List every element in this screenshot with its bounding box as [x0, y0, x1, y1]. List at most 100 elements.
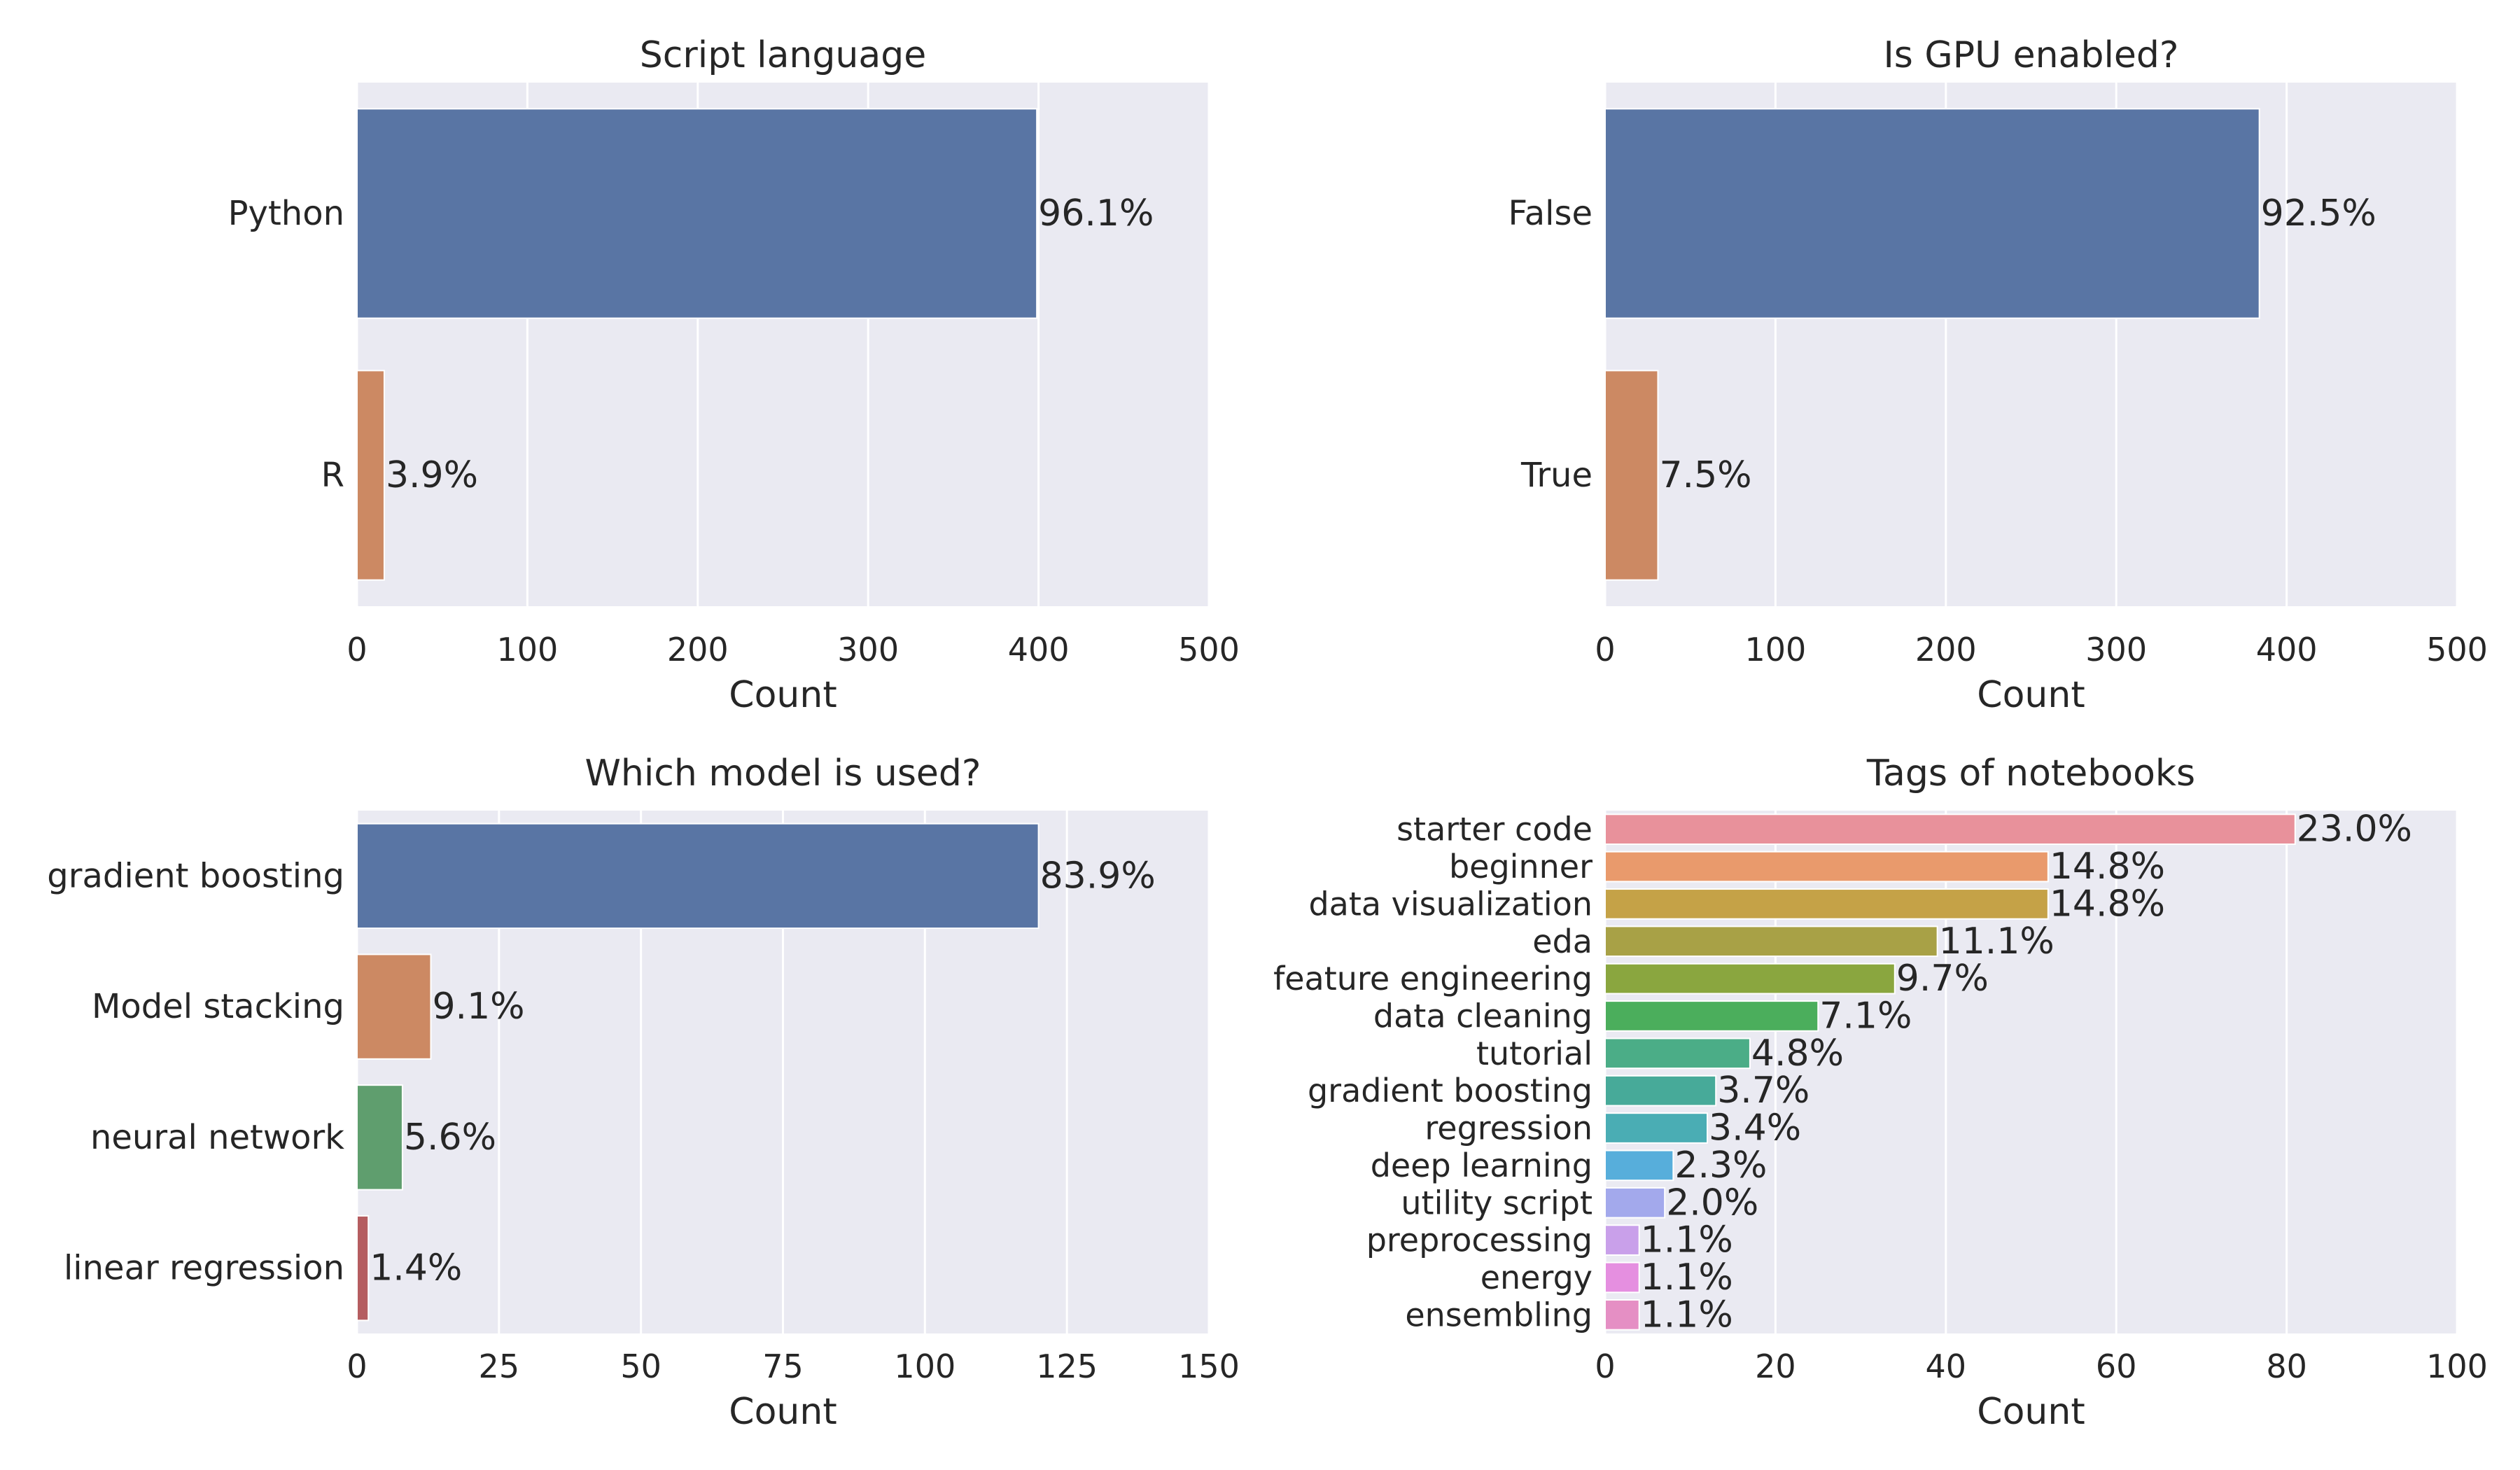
x-tick-label: 500 — [2426, 631, 2488, 668]
x-tick-label: 40 — [1926, 1348, 1967, 1385]
x-tick-label: 0 — [1595, 631, 1615, 668]
bar — [1604, 1112, 1709, 1144]
x-axis-label: Count — [1977, 1391, 2085, 1433]
category-label: R — [321, 456, 344, 495]
data-label: 3.4% — [1709, 1107, 1801, 1149]
category-label: neural network — [90, 1118, 344, 1157]
bar — [1604, 370, 1659, 581]
bar — [1604, 108, 2260, 319]
category-label: deep learning — [1371, 1147, 1592, 1184]
x-tick-label: 75 — [762, 1348, 804, 1385]
category-label: ensembling — [1405, 1296, 1592, 1334]
x-tick-label: 60 — [2096, 1348, 2137, 1385]
category-label: False — [1508, 194, 1593, 233]
category-label: feature engineering — [1273, 960, 1592, 997]
bar — [1604, 1037, 1751, 1070]
data-label: 14.8% — [2050, 846, 2165, 888]
data-label: 7.5% — [1659, 454, 1751, 496]
bar — [1604, 1149, 1674, 1182]
x-tick-label: 200 — [1915, 631, 1977, 668]
bar — [356, 1214, 370, 1322]
x-tick-label: 100 — [2426, 1348, 2488, 1385]
category-label: Model stacking — [92, 987, 344, 1026]
category-label: preprocessing — [1366, 1222, 1592, 1259]
data-label: 4.8% — [1751, 1032, 1844, 1074]
category-label: beginner — [1449, 848, 1592, 886]
x-tick-label: 150 — [1178, 1348, 1240, 1385]
x-tick-label: 0 — [346, 1348, 367, 1385]
bar — [1604, 925, 1938, 958]
data-label: 96.1% — [1038, 192, 1154, 234]
chart-title: Script language — [640, 34, 926, 76]
data-label: 3.9% — [386, 454, 478, 496]
data-label: 5.6% — [404, 1116, 496, 1158]
data-label: 11.1% — [1939, 920, 2054, 962]
x-tick-label: 500 — [1178, 631, 1240, 668]
category-label: data visualization — [1308, 885, 1592, 923]
data-label: 9.1% — [432, 986, 524, 1028]
bar — [356, 822, 1040, 930]
data-label: 83.9% — [1040, 855, 1156, 897]
data-label: 3.7% — [1717, 1070, 1809, 1112]
bar — [1604, 813, 2296, 846]
data-label: 7.1% — [1819, 995, 1912, 1037]
category-label: tutorial — [1476, 1035, 1592, 1072]
data-label: 1.1% — [1641, 1219, 1733, 1261]
x-tick-label: 400 — [1008, 631, 1070, 668]
chart-title: Tags of notebooks — [1866, 752, 2195, 794]
category-label: True — [1520, 456, 1592, 495]
x-axis-label: Count — [729, 1391, 836, 1433]
x-tick-label: 100 — [894, 1348, 955, 1385]
chart-title: Is GPU enabled? — [1883, 34, 2178, 76]
x-tick-label: 25 — [479, 1348, 520, 1385]
data-label: 1.4% — [370, 1247, 462, 1289]
bar — [1604, 850, 2049, 883]
x-tick-label: 300 — [837, 631, 899, 668]
chart-title: Which model is used? — [584, 752, 981, 794]
chart-panel-1: Python 96.1% R 3.9% 0 100 200 300 400 500 Script l… — [228, 34, 1240, 716]
bar — [356, 370, 385, 581]
x-tick-label: 400 — [2256, 631, 2318, 668]
bar — [1604, 1298, 1640, 1331]
x-tick-label: 125 — [1036, 1348, 1098, 1385]
bar — [1604, 1261, 1640, 1294]
data-label: 9.7% — [1896, 958, 1989, 1000]
x-axis-label: Count — [1977, 674, 2085, 716]
x-tick-label: 50 — [620, 1348, 662, 1385]
category-label: energy — [1480, 1259, 1592, 1296]
bar — [1604, 962, 1896, 995]
bar — [356, 108, 1038, 319]
data-label: 1.1% — [1641, 1294, 1733, 1336]
data-label: 2.3% — [1674, 1144, 1767, 1186]
x-tick-label: 200 — [667, 631, 729, 668]
data-label: 92.5% — [2261, 192, 2376, 234]
x-tick-label: 0 — [346, 631, 367, 668]
category-label: data cleaning — [1373, 997, 1592, 1035]
category-label: regression — [1424, 1110, 1592, 1147]
category-label: eda — [1532, 923, 1592, 960]
bar — [1604, 1000, 1819, 1032]
category-label: gradient boosting — [47, 856, 344, 895]
bar — [1604, 1186, 1666, 1219]
data-label: 1.1% — [1641, 1256, 1733, 1298]
x-tick-label: 100 — [496, 631, 558, 668]
chart-panel-2: False 92.5% True 7.5% 0 100 200 300 400 500 Is GPU… — [1508, 34, 2488, 716]
category-label: gradient boosting — [1308, 1072, 1592, 1110]
chart-panel-4: starter code 23.0% beginner 14.8% data visua… — [1273, 752, 2488, 1433]
category-label: Python — [228, 194, 344, 233]
x-tick-label: 100 — [1744, 631, 1806, 668]
chart-panel-3: gradient boosting 83.9% Model stacking 9.1%… — [47, 752, 1240, 1433]
x-axis-label: Count — [729, 674, 836, 716]
bar — [356, 953, 432, 1060]
data-label: 23.0% — [2297, 808, 2412, 850]
x-tick-label: 20 — [1755, 1348, 1796, 1385]
bar — [1604, 888, 2049, 920]
category-label: starter code — [1396, 811, 1592, 848]
x-tick-label: 0 — [1595, 1348, 1615, 1385]
category-label: linear regression — [64, 1249, 344, 1288]
data-label: 2.0% — [1666, 1182, 1758, 1224]
bar — [356, 1084, 403, 1191]
bar — [1604, 1224, 1640, 1256]
x-tick-label: 80 — [2266, 1348, 2307, 1385]
